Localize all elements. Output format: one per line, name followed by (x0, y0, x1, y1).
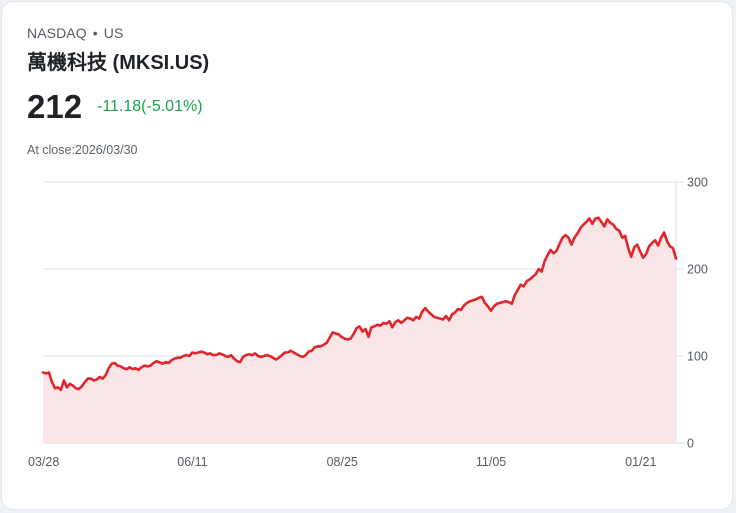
x-axis-labels: 03/28 06/11 08/25 11/05 01/21 (28, 455, 656, 469)
price-line (41, 216, 678, 392)
x-tick-label: 01/21 (625, 455, 656, 469)
y-tick-label: 100 (687, 350, 708, 364)
market-code: US (103, 25, 124, 41)
x-tick-label: 08/25 (327, 455, 358, 469)
current-price: 212 (27, 88, 83, 125)
y-tick-label: 200 (687, 263, 708, 277)
exchange-line: NASDAQ • US (27, 25, 123, 41)
stock-title: 萬機科技 (MKSI.US) (27, 52, 210, 74)
y-axis-labels: 0 100 200 300 (687, 176, 708, 451)
exchange-name: NASDAQ (27, 25, 87, 41)
y-tick-label: 300 (687, 176, 708, 190)
price-area-fill (43, 217, 676, 443)
y-tick-label: 0 (687, 437, 694, 451)
x-tick-label: 06/11 (177, 455, 207, 469)
close-date: At close:2026/03/30 (27, 143, 138, 157)
x-tick-label: 03/28 (28, 455, 59, 469)
x-tick-label: 11/05 (476, 455, 506, 469)
separator-dot: • (92, 25, 98, 41)
price-change: -11.18(-5.01%) (97, 98, 203, 115)
